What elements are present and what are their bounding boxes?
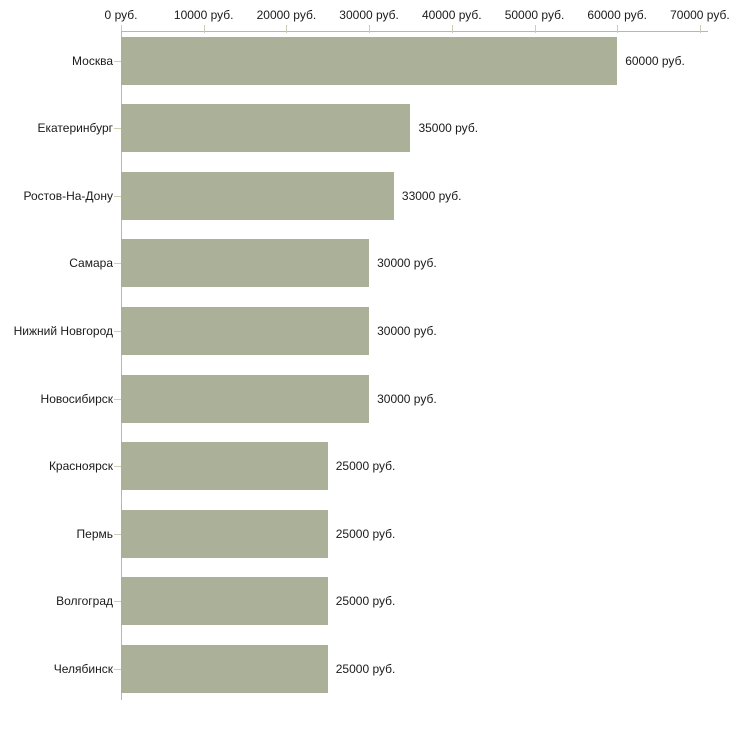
value-label: 30000 руб. xyxy=(377,391,437,406)
category-label: Екатеринбург xyxy=(37,121,114,136)
x-axis-tick-label: 10000 руб. xyxy=(173,8,234,22)
x-axis-tick-label: 20000 руб. xyxy=(256,8,317,22)
x-axis-tick xyxy=(699,25,701,33)
value-label: 25000 руб. xyxy=(335,594,396,609)
x-axis-tick xyxy=(203,25,205,33)
bar xyxy=(121,171,394,220)
value-label: 35000 руб. xyxy=(418,121,479,136)
y-axis-tick xyxy=(114,128,121,130)
y-axis-tick xyxy=(114,533,121,535)
bar xyxy=(121,36,618,85)
x-axis-tick-label: 40000 руб. xyxy=(422,8,482,22)
y-axis-line xyxy=(121,31,122,700)
value-label: 25000 руб. xyxy=(335,459,396,474)
x-axis-line xyxy=(121,31,708,32)
value-label: 30000 руб. xyxy=(377,323,437,338)
y-axis-tick xyxy=(114,668,121,670)
y-axis-tick xyxy=(114,263,121,265)
bar xyxy=(121,577,328,626)
category-label: Красноярск xyxy=(48,459,113,474)
bar xyxy=(121,239,370,288)
x-axis-tick xyxy=(617,25,619,33)
x-axis-tick-label: 0 руб. xyxy=(104,8,138,22)
y-axis-tick xyxy=(114,601,121,603)
x-axis-tick xyxy=(451,25,453,33)
x-axis-tick-label: 70000 руб. xyxy=(670,8,730,22)
bar xyxy=(121,104,411,153)
bar xyxy=(121,509,328,558)
y-axis-tick xyxy=(114,195,121,197)
category-label: Новосибирск xyxy=(40,391,113,406)
bar xyxy=(121,306,370,355)
x-axis-tick xyxy=(286,25,288,33)
bar xyxy=(121,442,328,491)
y-axis-tick xyxy=(114,466,121,468)
category-label: Ростов-На-Дону xyxy=(23,188,113,203)
category-label: Пермь xyxy=(76,526,113,541)
x-axis-tick xyxy=(121,25,122,33)
category-label: Нижний Новгород xyxy=(13,323,113,338)
x-axis-tick xyxy=(534,25,536,33)
bar xyxy=(121,644,328,693)
y-axis-tick xyxy=(114,330,121,332)
value-label: 25000 руб. xyxy=(335,661,396,676)
category-label: Москва xyxy=(72,53,113,68)
category-label: Челябинск xyxy=(53,661,113,676)
x-axis-tick xyxy=(369,25,371,33)
y-axis-tick xyxy=(114,60,121,62)
bar xyxy=(121,374,370,423)
y-axis-tick xyxy=(114,398,121,400)
category-label: Самара xyxy=(69,256,113,271)
x-axis-tick-label: 30000 руб. xyxy=(339,8,399,22)
category-label: Волгоград xyxy=(56,594,113,609)
value-label: 25000 руб. xyxy=(335,526,396,541)
value-label: 30000 руб. xyxy=(377,256,437,271)
value-label: 33000 руб. xyxy=(401,188,462,203)
x-axis-tick-label: 50000 руб. xyxy=(504,8,565,22)
value-label: 60000 руб. xyxy=(625,53,685,68)
x-axis-tick-label: 60000 руб. xyxy=(587,8,647,22)
